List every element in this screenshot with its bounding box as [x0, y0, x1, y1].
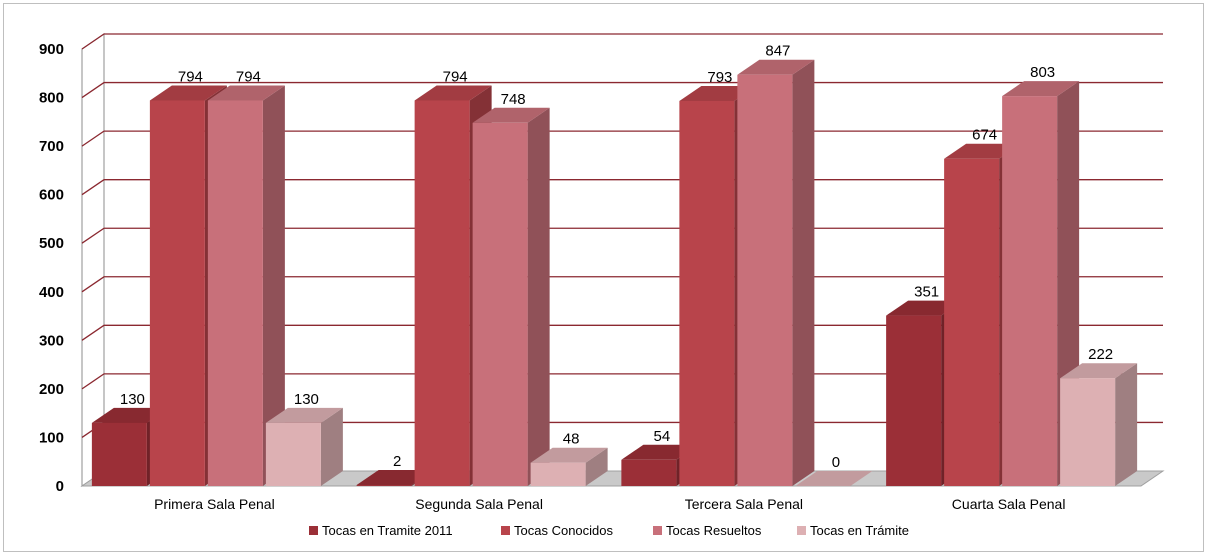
bar-top — [91, 407, 169, 423]
bar-front — [530, 462, 586, 486]
bar-front — [91, 422, 147, 486]
legend-swatch — [501, 526, 510, 535]
bar-0-3 — [265, 407, 343, 486]
data-label: 794 — [178, 68, 203, 85]
bar-top — [1060, 363, 1138, 379]
bar-top — [886, 300, 964, 316]
chart-frame: 0 100 200 300 400 500 600 700 800 900 130 794 794 13… — [3, 3, 1204, 552]
category-label: Cuarta Sala Penal — [952, 496, 1066, 512]
y-tick-label: 400 — [39, 284, 64, 301]
bar-front — [472, 122, 528, 486]
legend-swatch — [653, 526, 662, 535]
y-tick-label: 800 — [39, 90, 64, 107]
data-label: 222 — [1088, 346, 1113, 363]
bar-front — [886, 315, 942, 486]
y-tick-label: 0 — [56, 478, 64, 495]
bar-side — [262, 85, 285, 487]
bar-front — [414, 100, 470, 487]
bar-side — [792, 59, 815, 487]
bar-front — [679, 100, 735, 487]
data-label: 748 — [501, 91, 526, 108]
y-tick-label: 100 — [39, 429, 64, 446]
bar-1-2 — [472, 107, 550, 486]
category-label: Tercera Sala Penal — [685, 496, 803, 512]
legend-item: Tocas en Trámite — [797, 523, 909, 538]
bar-top — [149, 85, 227, 101]
bar-side — [527, 107, 550, 486]
bar-front — [621, 459, 677, 486]
y-tick-label: 300 — [39, 332, 64, 349]
data-label: 794 — [443, 68, 468, 85]
bar-top — [795, 471, 873, 486]
data-label: 674 — [972, 127, 997, 144]
data-label: 847 — [765, 43, 790, 60]
bar-top — [472, 107, 550, 123]
bar-front — [944, 158, 1000, 487]
y-tick-label: 200 — [39, 381, 64, 398]
data-label: 48 — [563, 431, 580, 448]
bar-3-3 — [1060, 363, 1138, 486]
bar-top — [679, 85, 757, 101]
data-label: 54 — [654, 428, 671, 445]
bar-front — [149, 100, 205, 487]
bar-top — [414, 85, 492, 101]
data-label: 130 — [120, 391, 145, 408]
bar-2-2 — [737, 59, 815, 487]
bar-top — [737, 59, 815, 75]
category-label: Segunda Sala Penal — [415, 496, 543, 512]
bar-front — [356, 485, 412, 486]
category-labels: Primera Sala Penal Segunda Sala Penal Terc… — [154, 496, 1065, 512]
legend-label: Tocas en Tramite 2011 — [322, 523, 453, 538]
y-tick-label: 600 — [39, 187, 64, 204]
bar-side — [320, 407, 343, 486]
bar-0-2 — [207, 85, 285, 487]
data-label: 794 — [236, 68, 261, 85]
bar-top — [530, 447, 608, 463]
bar-top — [207, 85, 285, 101]
bar-2-3 — [795, 471, 873, 486]
data-label: 0 — [832, 454, 840, 471]
legend-item: Tocas en Tramite 2011 — [309, 523, 453, 538]
gridline-900 — [81, 33, 1163, 50]
bar-front — [737, 74, 793, 487]
legend-item: Tocas Resueltos — [653, 523, 762, 538]
bar-top — [621, 444, 699, 460]
bar-top — [356, 470, 434, 486]
data-label: 130 — [294, 391, 319, 408]
y-tick-label: 900 — [39, 41, 64, 58]
legend: Tocas en Tramite 2011 Tocas Conocidos Toca… — [309, 523, 909, 538]
bars — [91, 59, 1138, 487]
data-label: 2 — [393, 453, 401, 470]
y-axis-ticks: 0 100 200 300 400 500 600 700 800 900 — [39, 41, 64, 495]
data-label: 803 — [1030, 64, 1055, 81]
bar-front — [1002, 96, 1058, 487]
y-tick-label: 700 — [39, 138, 64, 155]
data-label: 351 — [914, 284, 939, 301]
legend-label: Tocas en Trámite — [810, 523, 909, 538]
bar-side — [1115, 363, 1138, 486]
bar-top — [265, 407, 343, 423]
legend-swatch — [309, 526, 318, 535]
bar-top — [1002, 81, 1080, 97]
bar-top — [944, 143, 1022, 159]
legend-item: Tocas Conocidos — [501, 523, 613, 538]
data-label: 793 — [707, 69, 732, 86]
y-tick-label: 500 — [39, 235, 64, 252]
bar-1-3 — [530, 447, 608, 486]
category-label: Primera Sala Penal — [154, 496, 275, 512]
bar-front — [207, 100, 263, 487]
bar-side — [585, 447, 608, 486]
legend-swatch — [797, 526, 806, 535]
bar-front — [1060, 378, 1116, 486]
legend-label: Tocas Conocidos — [514, 523, 613, 538]
legend-label: Tocas Resueltos — [666, 523, 762, 538]
data-labels: 130 794 794 130 2 794 748 48 54 793 847 0 351 674 803 2… — [120, 43, 1113, 471]
bar-front — [265, 422, 321, 486]
